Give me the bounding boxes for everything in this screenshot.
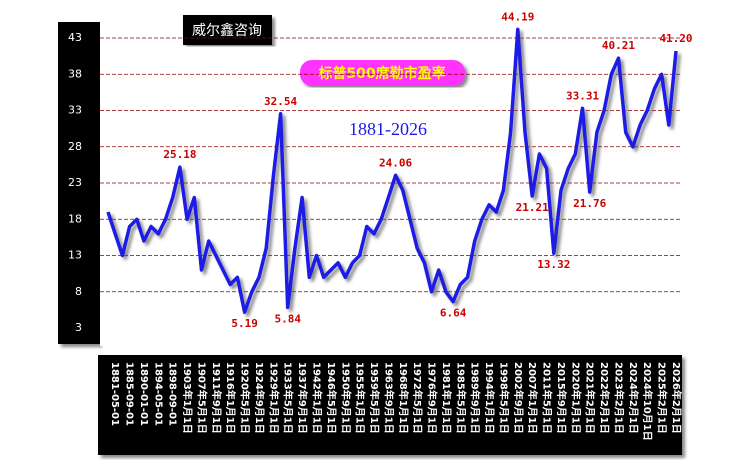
data-label: 5.19 [231, 317, 258, 330]
x-tick-label: 1950年9月1日 [339, 362, 352, 434]
x-tick-label: 2011年5月1日 [541, 362, 554, 434]
x-tick-label: 1955年1月1日 [354, 362, 367, 434]
x-tick-label: 2022年2月1日 [598, 362, 611, 434]
x-tick-label: 1907年5月1日 [195, 362, 208, 434]
x-tick-label: 2024年10月1日 [641, 362, 654, 441]
x-tick-label: 1924年9月1日 [253, 362, 266, 434]
x-tick-label: 1998年5月1日 [497, 362, 510, 434]
x-tick-label: 1963年9月1日 [382, 362, 395, 434]
x-tick-label: 2015年9月1日 [555, 362, 568, 434]
data-label: 25.18 [163, 148, 196, 161]
data-label: 5.84 [274, 312, 301, 325]
data-label: 21.21 [516, 201, 549, 214]
y-tick-label: 18 [68, 212, 82, 225]
y-axis-bar [58, 22, 100, 344]
x-tick-label: 1994年1月1日 [483, 362, 496, 434]
x-tick-label: 1933年5月1日 [282, 362, 295, 434]
line-series [106, 27, 678, 314]
data-label: 13.32 [537, 258, 570, 271]
x-tick-label: 1937年9月1日 [296, 362, 309, 434]
data-label: 44.19 [501, 10, 534, 23]
x-tick-label: 2024年2月1日 [627, 362, 640, 434]
title-box [300, 60, 465, 86]
x-tick-label: 2021年2月1日 [584, 362, 597, 434]
x-tick-label: 1942年1月1日 [311, 362, 324, 434]
x-tick-label: 1989年9月1日 [469, 362, 482, 434]
x-tick-label: 1968年1月1日 [397, 362, 410, 434]
x-tick-label: 1959年5月1日 [368, 362, 381, 434]
y-tick-label: 43 [68, 31, 82, 44]
y-tick-label: 3 [75, 321, 82, 334]
x-tick-label: 1881-05-01 [109, 362, 120, 426]
x-tick-label: 2023年2月1日 [612, 362, 625, 434]
x-tick-label: 1903年1月1日 [181, 362, 194, 434]
data-label: 40.21 [602, 39, 635, 52]
source: 威尔鑫咨询 [192, 22, 262, 39]
x-tick-label: 1929年1月1日 [267, 362, 280, 434]
y-tick-label: 38 [68, 67, 82, 80]
x-tick-label: 1920年5月1日 [239, 362, 252, 434]
y-tick-label: 23 [68, 176, 82, 189]
data-label: 24.06 [379, 156, 412, 169]
x-tick-label: 1898-09-01 [167, 362, 178, 426]
data-label: 33.31 [566, 89, 599, 102]
y-tick-label: 28 [68, 140, 82, 153]
data-label: 41.20 [659, 32, 692, 45]
x-tick-label: 1972年5月1日 [411, 362, 424, 434]
x-tick-label: 2026年2月1日 [670, 362, 683, 434]
x-tick-label: 1981年1月1日 [440, 362, 453, 434]
y-tick-label: 13 [68, 249, 82, 262]
x-tick-label: 1911年9月1日 [210, 362, 223, 434]
x-tick-label: 1894-05-01 [152, 362, 163, 426]
data-label: 21.76 [573, 197, 606, 210]
y-tick-label: 8 [75, 285, 82, 298]
x-tick-label: 1890-01-01 [138, 362, 149, 426]
source-box [183, 15, 272, 45]
x-tick-label: 1885-09-01 [124, 362, 135, 426]
x-tick-label: 2025年2月1日 [656, 362, 669, 434]
chart-title: 标普500席勒市盈率 [317, 65, 445, 82]
x-tick-label: 1976年9月1日 [426, 362, 439, 434]
data-label: 6.64 [440, 307, 467, 320]
x-tick-label: 2002年9月1日 [512, 362, 525, 434]
x-axis-bar [98, 355, 682, 455]
x-tick-label: 1916年1月1日 [224, 362, 237, 434]
x-tick-label: 2020年1月1日 [569, 362, 582, 434]
y-tick-label: 33 [68, 104, 82, 117]
x-tick-label: 2007年1月1日 [526, 362, 539, 434]
x-tick-label: 1946年5月1日 [325, 362, 338, 434]
data-label: 32.54 [264, 95, 297, 108]
subtitle: 1881-2026 [349, 119, 427, 139]
x-tick-label: 1985年5月1日 [454, 362, 467, 434]
